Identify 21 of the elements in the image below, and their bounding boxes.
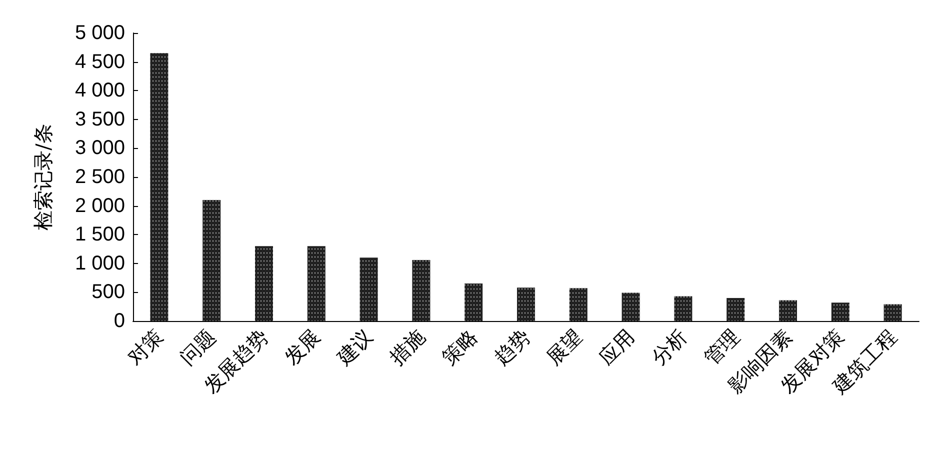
y-tick-label: 4 000	[74, 80, 125, 102]
y-axis-title: 检索记录/条	[31, 124, 55, 230]
y-tick-label: 3 000	[74, 137, 125, 160]
y-tick-label: 4 500	[74, 50, 125, 73]
x-tick-label: 策略	[436, 324, 482, 370]
y-tick-label: 2 000	[74, 194, 125, 217]
x-tick-label: 措施	[384, 324, 430, 370]
x-tick-label: 应用	[594, 324, 640, 370]
y-tick-label: 5 000	[74, 22, 125, 44]
x-tick-label: 发展	[280, 324, 325, 370]
x-tick-label: 分析	[646, 324, 692, 370]
y-tick-label: 0	[114, 310, 125, 332]
x-tick-label: 建议	[331, 324, 378, 370]
y-tick-label: 3 500	[74, 108, 125, 130]
x-tick-label: 展望	[542, 324, 587, 370]
y-tick-label: 1 000	[74, 252, 125, 274]
y-tick-label: 1 500	[74, 224, 125, 246]
y-tick-label: 500	[92, 281, 125, 304]
y-tick-label: 2 500	[74, 166, 125, 188]
x-tick-label: 对策	[122, 324, 168, 370]
x-tick-label: 趋势	[489, 324, 534, 370]
